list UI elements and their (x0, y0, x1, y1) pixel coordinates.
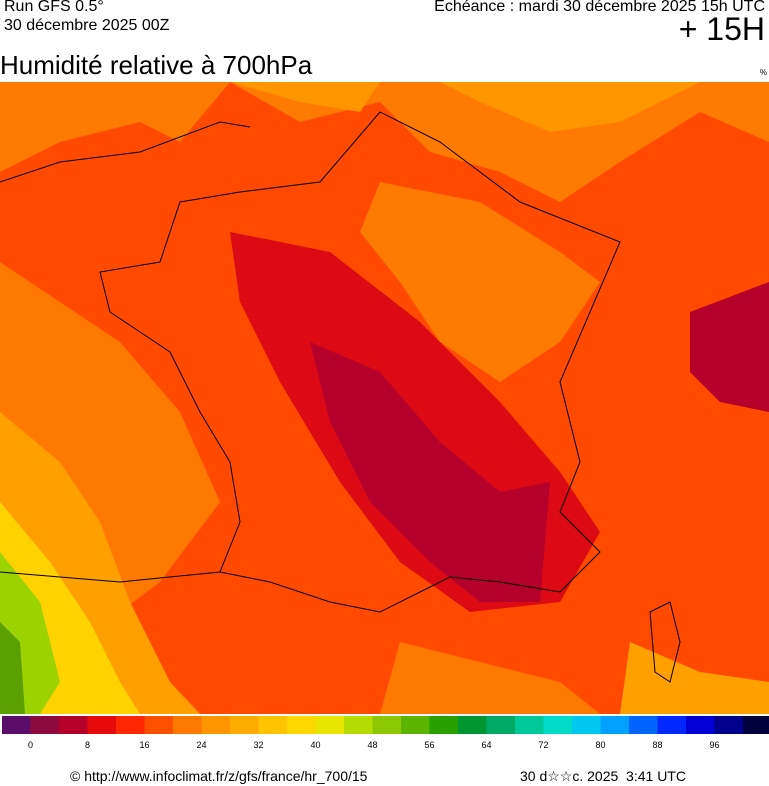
generated: 30 d☆☆c. 2025 3:41 UTC (520, 768, 686, 784)
tick-label: 24 (196, 740, 206, 750)
tick-label: 72 (538, 740, 548, 750)
tick-label: 80 (595, 740, 605, 750)
offset: + 15H (678, 11, 765, 47)
unit: % (759, 68, 767, 77)
swatch (87, 716, 117, 734)
colorbar: 0 8 16 24 32 40 48 56 64 72 80 88 96 (2, 716, 769, 750)
map (0, 82, 769, 714)
tick-label: 48 (367, 740, 377, 750)
uk-coast (0, 121, 251, 183)
swatch (572, 716, 601, 734)
swatch (600, 716, 630, 734)
tick-label: 40 (310, 740, 320, 750)
swatch (515, 716, 544, 734)
corsica (649, 601, 681, 683)
swatch (429, 716, 459, 734)
swatch (629, 716, 658, 734)
swatch (173, 716, 202, 734)
field (620, 642, 769, 714)
swatch (486, 716, 516, 734)
field (0, 622, 25, 714)
swatch (201, 716, 231, 734)
field (380, 642, 600, 714)
swatch (344, 716, 373, 734)
swatch (401, 716, 430, 734)
swatch (657, 716, 687, 734)
title: Humidité relative à 700hPa (0, 50, 313, 80)
swatch (116, 716, 145, 734)
swatch (714, 716, 744, 734)
tick-label: 96 (709, 740, 719, 750)
run: Run GFS 0.5° (4, 0, 104, 15)
swatch (743, 716, 769, 734)
swatch (315, 716, 345, 734)
swatch (543, 716, 573, 734)
tick-label: 32 (253, 740, 263, 750)
swatch (30, 716, 60, 734)
tick-label: 0 (28, 740, 33, 750)
swatch (59, 716, 88, 734)
swatch (258, 716, 288, 734)
tick-label: 88 (652, 740, 662, 750)
source: © http://www.infoclimat.fr/z/gfs/france/… (70, 768, 368, 784)
swatch (686, 716, 715, 734)
swatch (458, 716, 487, 734)
spain-border (0, 571, 221, 583)
swatch (287, 716, 316, 734)
field (690, 282, 769, 412)
swatch (2, 716, 31, 734)
swatch (144, 716, 174, 734)
france-outline (99, 111, 621, 613)
field (440, 82, 700, 132)
field (310, 342, 550, 602)
field (230, 82, 380, 112)
tick-label: 56 (424, 740, 434, 750)
tick-label: 64 (481, 740, 491, 750)
run-date: 30 décembre 2025 00Z (4, 17, 170, 34)
tick-label: 8 (85, 740, 90, 750)
swatch (372, 716, 402, 734)
tick-label: 16 (139, 740, 149, 750)
field (360, 182, 600, 382)
swatch (230, 716, 259, 734)
echeance: Echéance : mardi 30 décembre 2025 15h UT… (434, 0, 765, 15)
